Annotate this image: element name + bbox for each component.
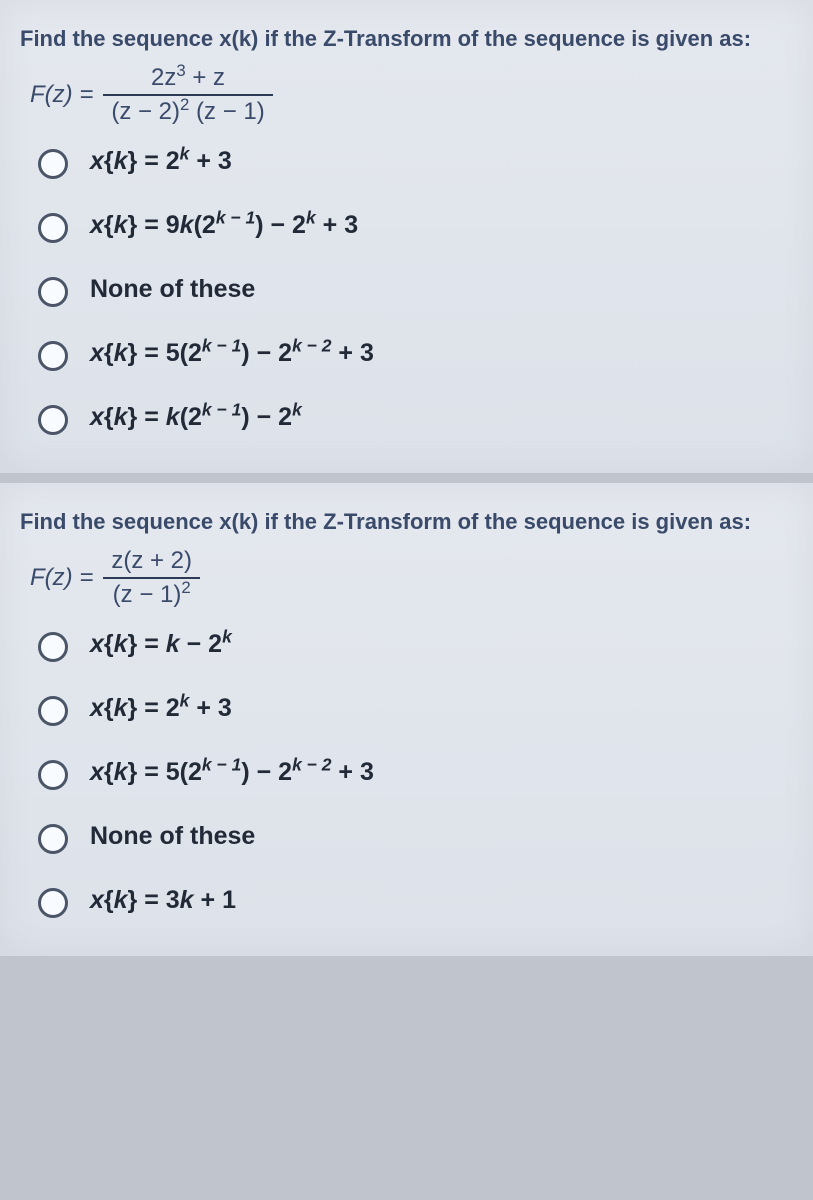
option-row[interactable]: x{k} = 5(2k − 1) − 2k − 2 + 3 [38, 335, 793, 371]
question-prompt-1: Find the sequence x(k) if the Z-Transfor… [20, 26, 793, 52]
option-row[interactable]: x{k} = 2k + 3 [38, 143, 793, 179]
radio-icon[interactable] [38, 341, 68, 371]
option-row[interactable]: x{k} = 9k(2k − 1) − 2k + 3 [38, 207, 793, 243]
radio-icon[interactable] [38, 824, 68, 854]
formula-lhs-1: F(z) = [30, 81, 93, 109]
option-label: x{k} = 5(2k − 1) − 2k − 2 + 3 [90, 758, 374, 787]
formula-denominator-1: (z − 2)2 (z − 1) [103, 98, 272, 126]
radio-icon[interactable] [38, 888, 68, 918]
option-label: x{k} = k − 2k [90, 630, 232, 659]
option-label: x{k} = 2k + 3 [90, 694, 232, 723]
options-list-2: x{k} = k − 2k x{k} = 2k + 3 x{k} = 5(2k … [20, 626, 793, 918]
option-label: x{k} = 2k + 3 [90, 147, 232, 176]
option-label: x{k} = 5(2k − 1) − 2k − 2 + 3 [90, 339, 374, 368]
formula-fraction-1: 2z3 + z (z − 2)2 (z − 1) [103, 64, 272, 125]
question-formula-1: F(z) = 2z3 + z (z − 2)2 (z − 1) [30, 64, 793, 125]
question-formula-2: F(z) = z(z + 2) (z − 1)2 [30, 547, 793, 608]
radio-icon[interactable] [38, 149, 68, 179]
option-label: x{k} = 3k + 1 [90, 886, 236, 915]
question-card-1: Find the sequence x(k) if the Z-Transfor… [0, 0, 813, 473]
option-label: None of these [90, 275, 255, 304]
formula-lhs-2: F(z) = [30, 564, 93, 592]
option-row[interactable]: None of these [38, 271, 793, 307]
question-card-2: Find the sequence x(k) if the Z-Transfor… [0, 483, 813, 956]
option-row[interactable]: x{k} = k(2k − 1) − 2k [38, 399, 793, 435]
radio-icon[interactable] [38, 696, 68, 726]
option-label: None of these [90, 822, 255, 851]
question-prompt-2: Find the sequence x(k) if the Z-Transfor… [20, 509, 793, 535]
formula-denominator-2: (z − 1)2 [105, 581, 199, 609]
option-row[interactable]: x{k} = k − 2k [38, 626, 793, 662]
formula-numerator-2: z(z + 2) [103, 547, 200, 575]
radio-icon[interactable] [38, 632, 68, 662]
option-row[interactable]: x{k} = 3k + 1 [38, 882, 793, 918]
option-row[interactable]: None of these [38, 818, 793, 854]
option-row[interactable]: x{k} = 5(2k − 1) − 2k − 2 + 3 [38, 754, 793, 790]
radio-icon[interactable] [38, 760, 68, 790]
radio-icon[interactable] [38, 277, 68, 307]
formula-numerator-1: 2z3 + z [143, 64, 233, 92]
option-label: x{k} = 9k(2k − 1) − 2k + 3 [90, 211, 358, 240]
radio-icon[interactable] [38, 213, 68, 243]
option-row[interactable]: x{k} = 2k + 3 [38, 690, 793, 726]
radio-icon[interactable] [38, 405, 68, 435]
formula-fraction-2: z(z + 2) (z − 1)2 [103, 547, 200, 608]
options-list-1: x{k} = 2k + 3 x{k} = 9k(2k − 1) − 2k + 3… [20, 143, 793, 435]
option-label: x{k} = k(2k − 1) − 2k [90, 403, 302, 432]
